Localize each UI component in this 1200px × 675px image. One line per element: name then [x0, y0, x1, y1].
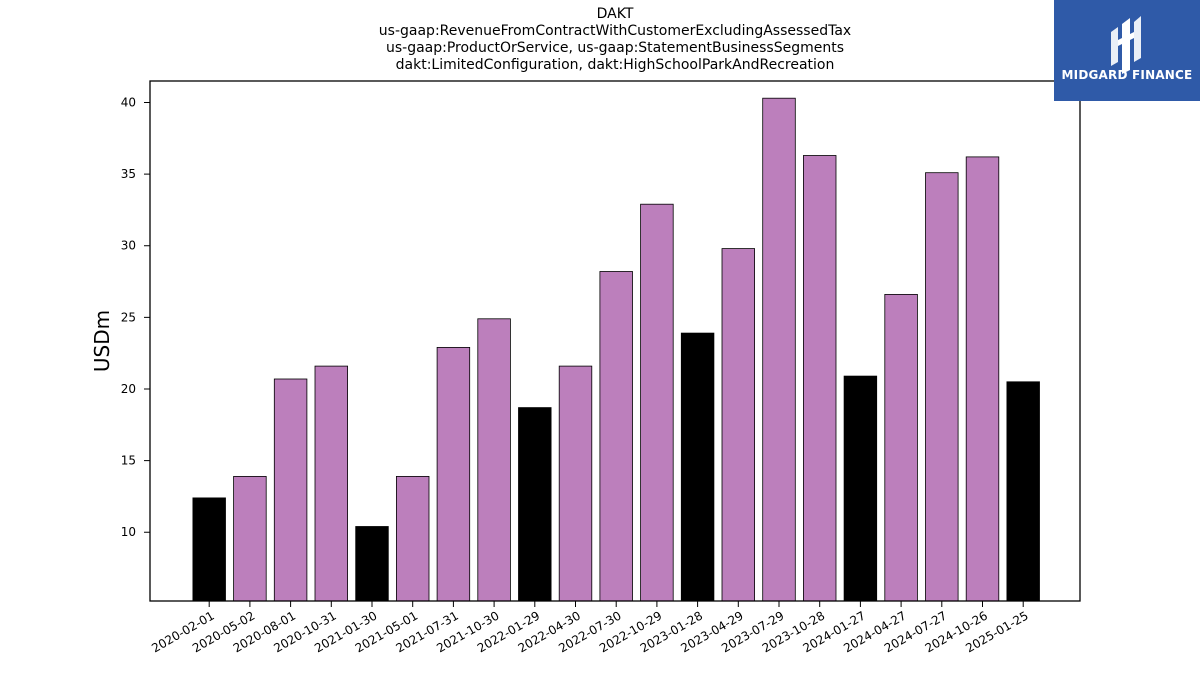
y-tick-label: 10 [121, 525, 136, 539]
bar-2023-04-29 [721, 248, 755, 602]
bar-2021-10-30 [477, 318, 511, 602]
bar-2024-10-26 [965, 156, 1000, 602]
bar-2021-05-01 [395, 475, 430, 602]
x-axis-ticks: 2020-02-012020-05-022020-08-012020-10-31… [149, 601, 1031, 655]
bars-layer [192, 97, 1040, 602]
bar-2024-01-27 [843, 375, 878, 602]
y-tick-label: 40 [121, 95, 136, 109]
bar-2020-08-01 [273, 378, 308, 602]
chart-subtitle-concept: us-gaap:RevenueFromContractWithCustomerE… [378, 23, 852, 39]
bar-2020-02-01 [192, 497, 226, 602]
bar-2022-01-29 [518, 407, 552, 602]
chart-title-block: DAKT us-gaap:RevenueFromContractWithCust… [150, 6, 1080, 74]
logo-text: MIDGARD FINANCE [1061, 68, 1193, 82]
y-tick-label: 20 [121, 382, 136, 396]
y-tick-label: 35 [121, 167, 136, 181]
y-tick-label: 15 [121, 454, 136, 468]
bar-2021-01-30 [355, 526, 389, 602]
y-tick-label: 30 [121, 239, 136, 253]
plot-frame [149, 80, 1081, 602]
brand-logo: MIDGARD FINANCE [1054, 0, 1200, 101]
logo-mark-icon [1111, 16, 1141, 74]
bar-2020-10-31 [314, 365, 348, 602]
y-axis-ticks: 10 15 20 25 30 35 40 [121, 95, 150, 539]
bar-2022-07-30 [599, 271, 633, 602]
bar-2024-04-27 [884, 293, 918, 602]
bar-2023-10-28 [803, 155, 837, 602]
bar-2023-07-29 [762, 97, 796, 602]
y-tick-label: 25 [121, 310, 136, 324]
y-axis-label: USDm [90, 310, 114, 372]
chart-subtitle-members: dakt:LimitedConfiguration, dakt:HighScho… [395, 57, 835, 73]
chart-subtitle-axes: us-gaap:ProductOrService, us-gaap:Statem… [385, 40, 844, 56]
bar-2022-04-30 [558, 365, 593, 602]
bar-2024-07-27 [925, 172, 959, 602]
chart-title: DAKT [596, 6, 634, 22]
bar-2023-01-28 [680, 332, 715, 602]
bar-2025-01-25 [1006, 381, 1040, 602]
bar-2021-07-31 [436, 346, 471, 602]
bar-2020-05-02 [233, 475, 267, 602]
bar-2022-10-29 [640, 203, 674, 602]
